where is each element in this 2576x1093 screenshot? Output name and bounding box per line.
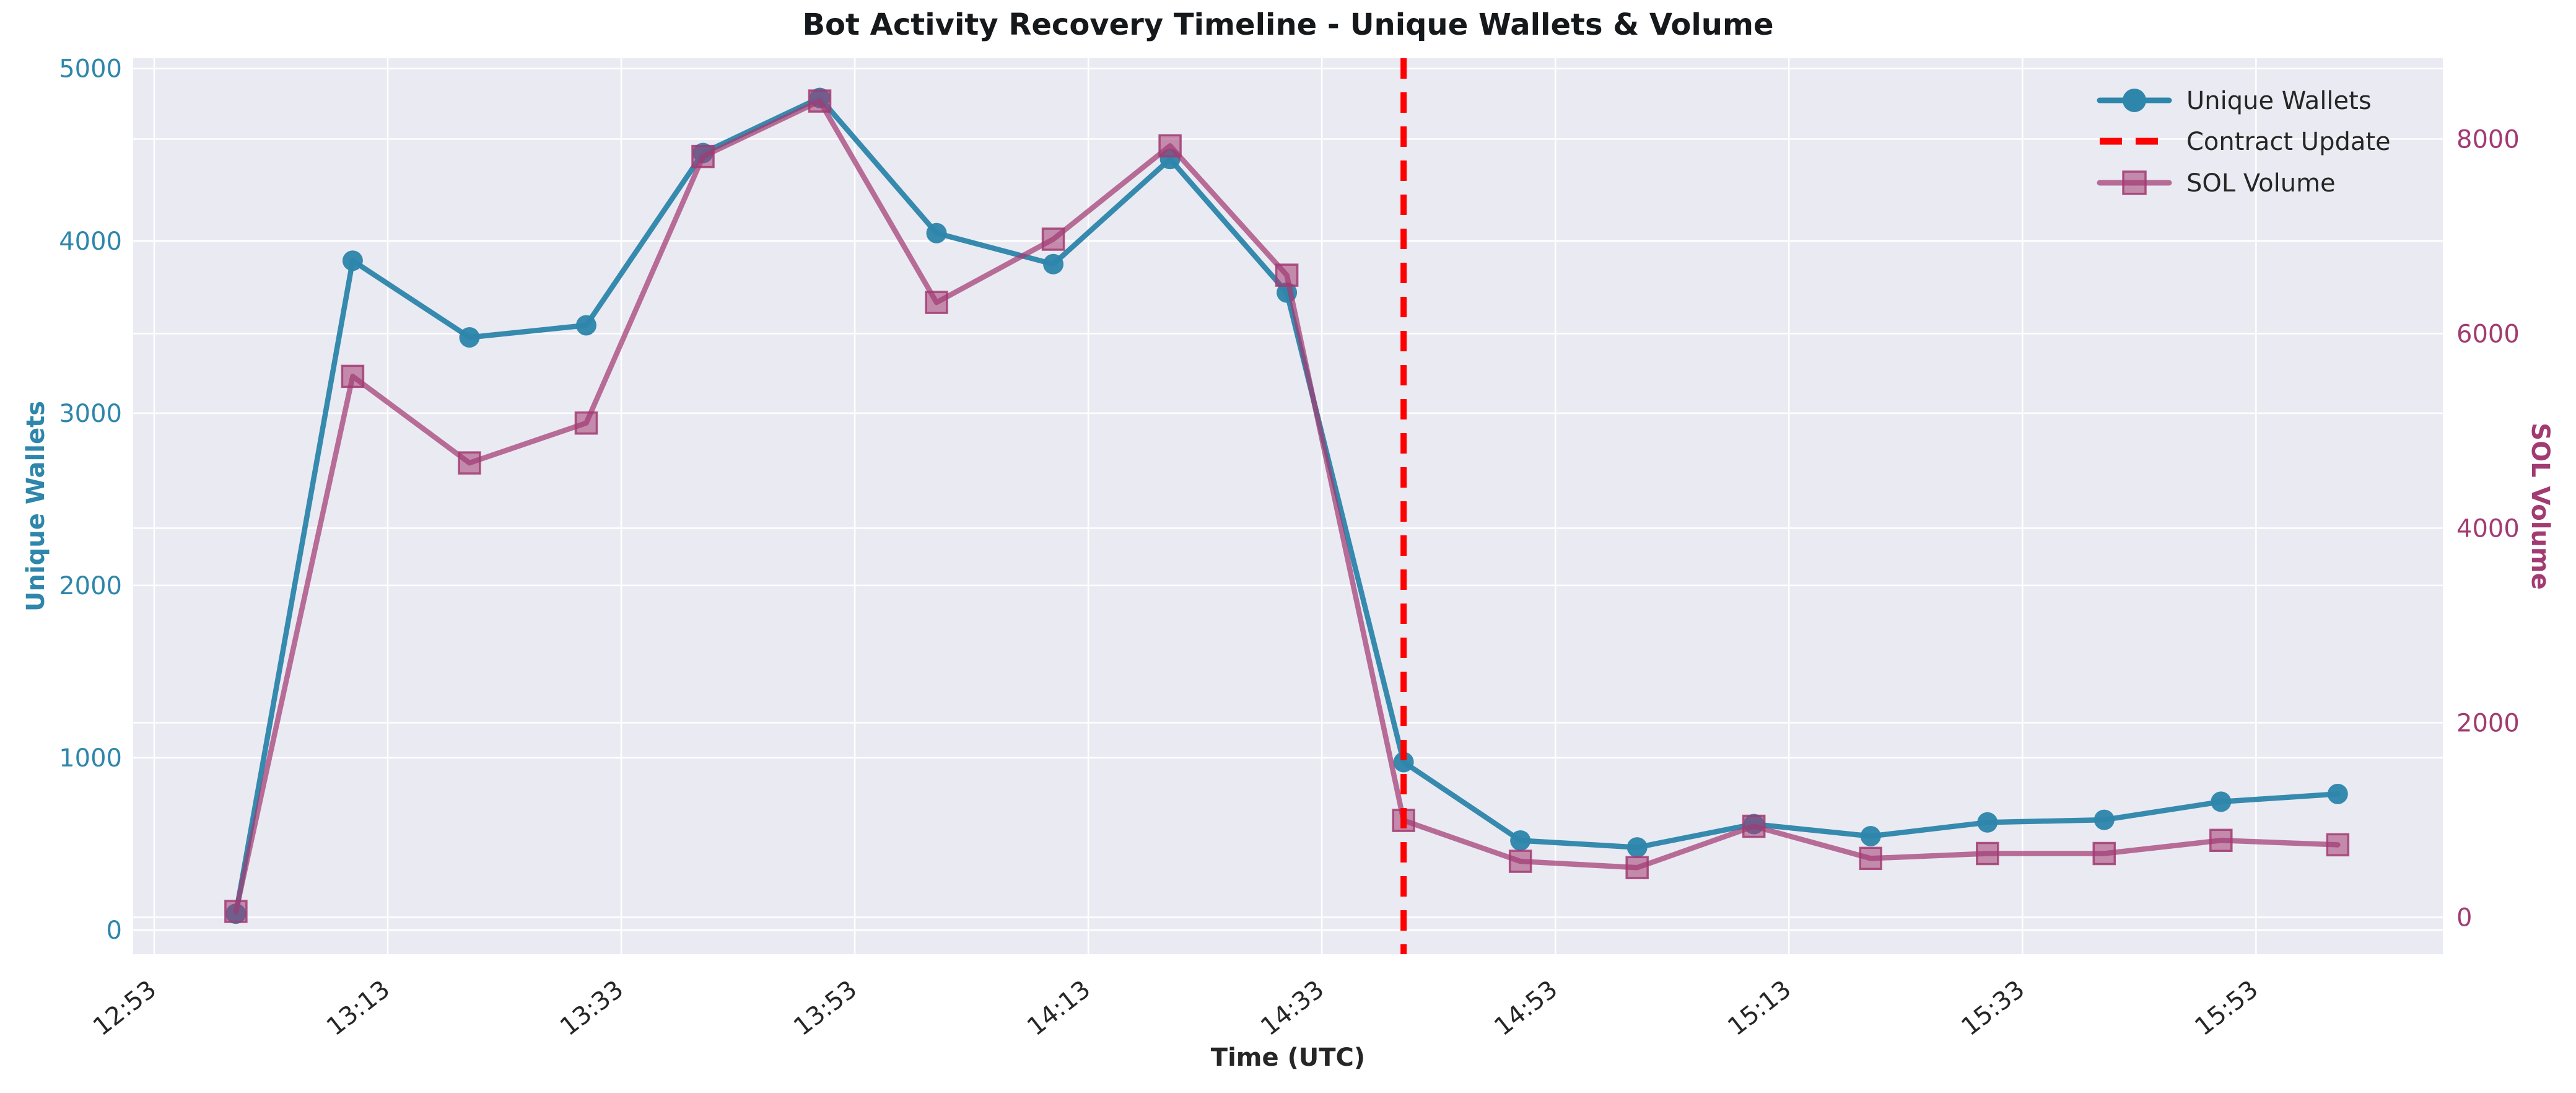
y-tick-label-right: 6000 [2456, 320, 2520, 348]
legend-label-contract-update: Contract Update [2186, 128, 2391, 156]
volume-marker [925, 291, 948, 314]
volume-marker [1625, 856, 1649, 880]
volume-marker [2326, 833, 2350, 857]
wallets-marker [342, 250, 363, 271]
wallets-marker [1043, 253, 1064, 274]
wallets-marker [2211, 791, 2232, 812]
x-tick-label: 13:53 [788, 975, 862, 1042]
x-axis-label: Time (UTC) [1210, 1043, 1366, 1072]
chart-title: Bot Activity Recovery Timeline - Unique … [802, 7, 1774, 42]
y-tick-label-left: 1000 [59, 744, 122, 773]
volume-marker [1976, 841, 1999, 866]
x-tick-label: 12:53 [88, 975, 162, 1042]
volume-marker [808, 89, 832, 113]
wallets-marker [926, 222, 947, 244]
legend-label-unique-wallets: Unique Wallets [2186, 87, 2372, 115]
volume-marker [341, 364, 365, 388]
x-tick-label: 14:33 [1255, 975, 1329, 1042]
volume-marker [2092, 841, 2116, 866]
wallets-marker [1393, 752, 1414, 773]
x-tick-label: 13:13 [321, 975, 395, 1042]
wallets-marker [1510, 830, 1531, 851]
y-tick-label-left: 4000 [59, 227, 122, 256]
x-tick-label: 14:13 [1022, 975, 1096, 1042]
wallets-marker [2094, 809, 2115, 830]
wallets-marker [575, 315, 596, 336]
y-tick-label-right: 0 [2456, 903, 2472, 932]
volume-marker [1859, 846, 1882, 871]
volume-marker [1742, 814, 1766, 838]
y-axis-label-left: Unique Wallets [22, 401, 50, 612]
volume-marker [574, 411, 598, 435]
y-tick-label-right: 4000 [2456, 514, 2520, 543]
x-tick-label: 15:33 [1956, 975, 2030, 1042]
wallets-marker [2327, 783, 2348, 804]
x-tick-label: 15:53 [2190, 975, 2263, 1042]
x-tick-label: 13:33 [555, 975, 629, 1042]
volume-marker [691, 144, 715, 169]
volume-marker [2209, 828, 2233, 853]
y-tick-label-left: 3000 [59, 400, 122, 428]
wallets-marker [459, 327, 480, 348]
legend-label-sol-volume: SOL Volume [2186, 169, 2336, 198]
volume-marker [1508, 849, 1532, 873]
volume-marker [224, 900, 248, 923]
legend-sample-wallets-marker [2123, 89, 2146, 112]
volume-marker [1158, 134, 1182, 158]
y-tick-label-left: 5000 [59, 55, 122, 84]
volume-marker [1041, 227, 1065, 251]
wallets-marker [1626, 837, 1648, 858]
x-tick-label: 14:53 [1489, 975, 1563, 1042]
x-tick-label: 15:13 [1722, 975, 1796, 1042]
wallets-marker [1977, 812, 1998, 833]
volume-marker [1275, 263, 1299, 287]
y-tick-label-left: 2000 [59, 572, 122, 600]
axes-background [133, 58, 2443, 954]
y-axis-label-right: SOL Volume [2526, 423, 2554, 590]
wallets-marker [1860, 826, 1881, 847]
y-tick-label-right: 2000 [2456, 709, 2520, 737]
legend-sample-volume-marker [2122, 170, 2147, 195]
y-tick-label-right: 8000 [2456, 125, 2520, 154]
y-tick-label-left: 0 [107, 916, 122, 945]
volume-marker [458, 451, 481, 475]
